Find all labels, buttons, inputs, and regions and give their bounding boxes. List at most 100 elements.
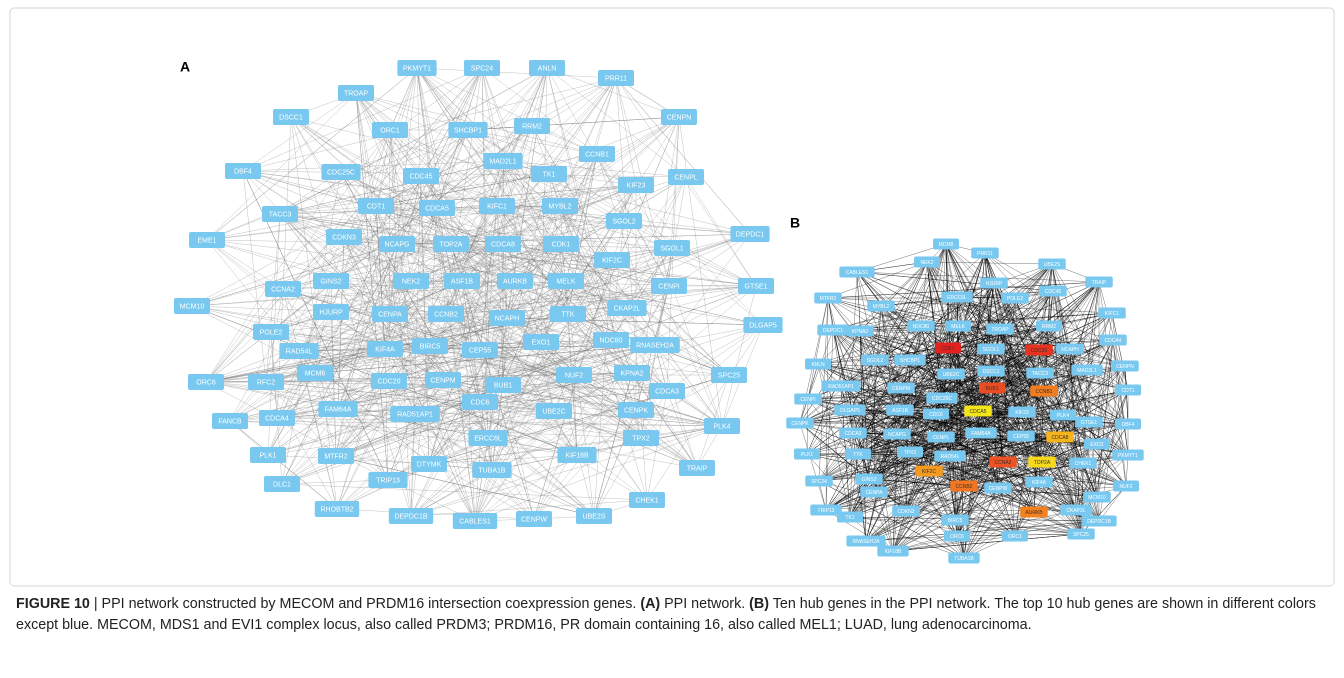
- node-label: PLK4: [1057, 413, 1069, 419]
- node-label: CDC45: [410, 173, 433, 180]
- gene-node: SHCBP1: [448, 122, 488, 138]
- gene-node: DLGAP5: [834, 404, 866, 416]
- node-box: [915, 465, 943, 477]
- node-box: [649, 383, 685, 399]
- node-box: [948, 552, 980, 564]
- node-label: TTK: [561, 311, 575, 318]
- node-label: PRR11: [605, 75, 627, 82]
- figure: PKMYT1 SPC24 ANLN PRR11 TROAP DSCC1 ORC1 SHCBP1…: [9, 7, 1335, 587]
- node-box: [894, 354, 926, 366]
- node-label: SPC25: [718, 372, 740, 379]
- node-label: FANCB: [218, 418, 242, 425]
- gene-node: UBE2S: [576, 508, 612, 524]
- gene-node: KIF18B: [557, 447, 597, 463]
- node-label: GINS2: [320, 278, 341, 285]
- node-label: FAM64A: [325, 406, 352, 413]
- node-label: CENPN: [667, 114, 692, 121]
- figure-frame: [9, 7, 1335, 587]
- node-box: [887, 382, 915, 394]
- node-box: [1028, 456, 1056, 468]
- node-box: [593, 332, 629, 348]
- node-box: [452, 513, 498, 529]
- node-box: [529, 60, 565, 76]
- gene-node: CDCA8: [485, 236, 521, 252]
- node-label: CDCA5: [425, 205, 449, 212]
- node-label: MAD2L1: [1077, 368, 1097, 374]
- node-box: [594, 252, 630, 268]
- gene-node: PKMYT1: [397, 60, 437, 76]
- gene-node: ANLN: [529, 60, 565, 76]
- node-label: CENPI: [800, 397, 815, 403]
- node-box: [1056, 343, 1084, 355]
- caption-part: Ten hub genes in the PPI network. The to…: [16, 596, 1316, 633]
- gene-node: BIRC5: [941, 514, 969, 526]
- gene-node: BUB1: [979, 382, 1005, 394]
- node-label: RAD51AP1: [397, 411, 433, 418]
- node-label: NCAPH: [1061, 347, 1079, 353]
- gene-node: PRR11: [598, 70, 634, 86]
- node-box: [944, 530, 970, 542]
- node-label: UBE2C: [542, 408, 565, 415]
- panel-label: B: [790, 215, 800, 231]
- node-label: CENPL: [933, 435, 950, 441]
- node-box: [618, 402, 654, 418]
- node-label: KPNA2: [621, 370, 644, 377]
- node-label: CENPK: [791, 421, 809, 427]
- node-box: [892, 505, 920, 517]
- node-box: [810, 504, 842, 516]
- node-box: [425, 372, 461, 388]
- gene-node: MAD2L1: [483, 153, 523, 169]
- node-box: [846, 325, 874, 337]
- node-label: TRAIP: [1092, 280, 1107, 286]
- gene-node: CDC20: [371, 373, 407, 389]
- gene-node: CENPM: [887, 382, 915, 394]
- node-label: CCNB1: [1036, 389, 1053, 395]
- node-label: NCAPH: [495, 315, 520, 322]
- gene-node: NUF2: [556, 367, 592, 383]
- node-label: KIF2C: [922, 469, 937, 475]
- node-box: [265, 281, 301, 297]
- node-label: DEPDC1B: [1087, 519, 1111, 525]
- node-label: PKMYT1: [403, 65, 431, 72]
- node-box: [338, 85, 374, 101]
- gene-node: CDC25C: [926, 392, 958, 404]
- node-label: CDC25C: [327, 169, 355, 176]
- gene-node: NDC80: [593, 332, 629, 348]
- gene-node: DSCC1: [273, 109, 309, 125]
- node-box: [189, 232, 225, 248]
- gene-node: SHCBP1: [894, 354, 926, 366]
- node-label: CDC6: [470, 399, 489, 406]
- gene-node: ERCC6L: [468, 430, 508, 446]
- node-box: [489, 310, 525, 326]
- node-label: CDKN3: [332, 234, 356, 241]
- gene-node: CDK1: [935, 342, 961, 354]
- node-label: MAD2L1: [489, 158, 516, 165]
- node-label: EXO1: [532, 339, 551, 346]
- gene-node: CDCA8: [1046, 431, 1074, 443]
- node-box: [654, 240, 690, 256]
- node-box: [516, 511, 552, 527]
- gene-node: DEPDC1: [817, 324, 849, 336]
- node-box: [397, 60, 437, 76]
- node-box: [393, 273, 429, 289]
- gene-node: RHOBTB2: [314, 501, 360, 517]
- gene-node: KPNA2: [614, 365, 650, 381]
- gene-node: MCM10: [174, 298, 210, 314]
- gene-node: CDKN3: [326, 229, 362, 245]
- node-box: [444, 273, 480, 289]
- gene-node: RNASEH2A: [630, 337, 680, 353]
- node-label: KIF4A: [375, 346, 395, 353]
- gene-node: FAM64A: [965, 427, 997, 439]
- gene-node: CDC45: [1039, 285, 1067, 297]
- gene-node: TOP2A: [433, 236, 469, 252]
- node-label: GINS2: [861, 477, 876, 483]
- gene-node: DEPDC1B: [1081, 515, 1117, 527]
- gene-node: ORC1: [372, 122, 408, 138]
- gene-node: KIF18B: [877, 545, 909, 557]
- node-box: [1001, 292, 1029, 304]
- node-box: [1036, 320, 1062, 332]
- gene-node: CENPL: [668, 169, 704, 185]
- gene-node: CDKN3: [892, 505, 920, 517]
- node-box: [1030, 385, 1058, 397]
- node-label: HJURP: [319, 309, 343, 316]
